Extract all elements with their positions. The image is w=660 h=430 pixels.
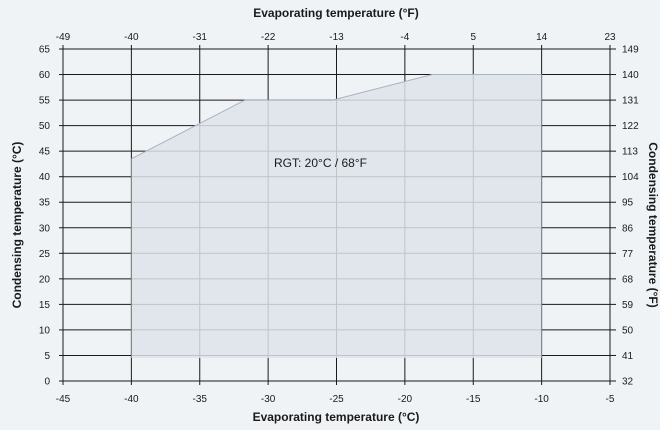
x-top-tick-label: -13: [329, 32, 344, 43]
x-bottom-tick-label: -35: [193, 394, 208, 405]
x-bottom-tick-label: -5: [606, 394, 615, 405]
x-bottom-axis-title: Evaporating temperature (°C): [253, 410, 420, 424]
x-bottom-tick-label: -25: [329, 394, 344, 405]
y-right-tick-label: 113: [622, 147, 638, 158]
x-bottom-tick-label: -10: [534, 394, 549, 405]
y-left-tick-label: 60: [39, 70, 51, 81]
y-left-tick-label: 5: [44, 351, 50, 362]
y-left-tick-label: 65: [39, 45, 51, 56]
x-top-tick-label: -40: [124, 32, 139, 43]
y-right-tick-label: 77: [622, 249, 634, 260]
y-left-tick-label: 40: [39, 172, 51, 183]
y-left-axis-title: Condensing temperature (°C): [10, 142, 24, 309]
y-right-tick-label: 41: [622, 351, 634, 362]
y-left-tick-label: 25: [39, 249, 51, 260]
x-top-tick-label: 14: [536, 32, 548, 43]
x-top-axis-title: Evaporating temperature (°F): [253, 6, 419, 20]
y-right-tick-label: 68: [622, 274, 634, 285]
tick-labels: -45 -40 -35 -30 -25 -20 -15 -10 -5-49 -40 -31 -22 -1…: [39, 32, 639, 405]
x-bottom-tick-label: -15: [466, 394, 481, 405]
y-left-tick-label: 0: [44, 377, 50, 388]
x-top-tick-label: -22: [261, 32, 276, 43]
operating-envelope-area: [131, 74, 542, 359]
y-left-tick-label: 15: [39, 300, 51, 311]
y-right-tick-label: 50: [622, 325, 634, 336]
y-left-tick-label: 45: [39, 147, 51, 158]
y-right-tick-label: 32: [622, 377, 634, 388]
y-right-tick-label: 104: [622, 172, 639, 183]
y-left-tick-label: 50: [39, 121, 51, 132]
y-right-tick-label: 122: [622, 121, 639, 132]
rgt-annotation: RGT: 20°C / 68°F: [274, 156, 367, 170]
x-top-tick-label: -49: [56, 32, 71, 43]
y-left-tick-label: 20: [39, 274, 51, 285]
y-right-tick-label: 59: [622, 300, 634, 311]
y-right-tick-label: 149: [622, 45, 639, 56]
y-right-axis-title: Condensing temperature (°F): [646, 142, 660, 307]
y-right-tick-label: 86: [622, 223, 634, 234]
y-left-tick-label: 10: [39, 325, 51, 336]
y-right-tick-label: 95: [622, 198, 634, 209]
x-top-tick-label: -31: [193, 32, 208, 43]
x-top-tick-label: 23: [604, 32, 616, 43]
y-left-tick-label: 30: [39, 223, 51, 234]
y-left-tick-label: 35: [39, 198, 51, 209]
x-top-tick-label: 5: [470, 32, 476, 43]
x-bottom-tick-label: -45: [56, 394, 71, 405]
y-right-tick-label: 140: [622, 70, 639, 81]
axes: [59, 45, 616, 385]
y-left-tick-label: 55: [39, 96, 51, 107]
y-right-tick-label: 131: [622, 96, 639, 107]
x-bottom-tick-label: -40: [124, 394, 139, 405]
x-bottom-tick-label: -30: [261, 394, 276, 405]
x-top-tick-label: -4: [400, 32, 409, 43]
operating-envelope-upper-edge: [131, 74, 542, 160]
x-bottom-tick-label: -20: [398, 394, 413, 405]
